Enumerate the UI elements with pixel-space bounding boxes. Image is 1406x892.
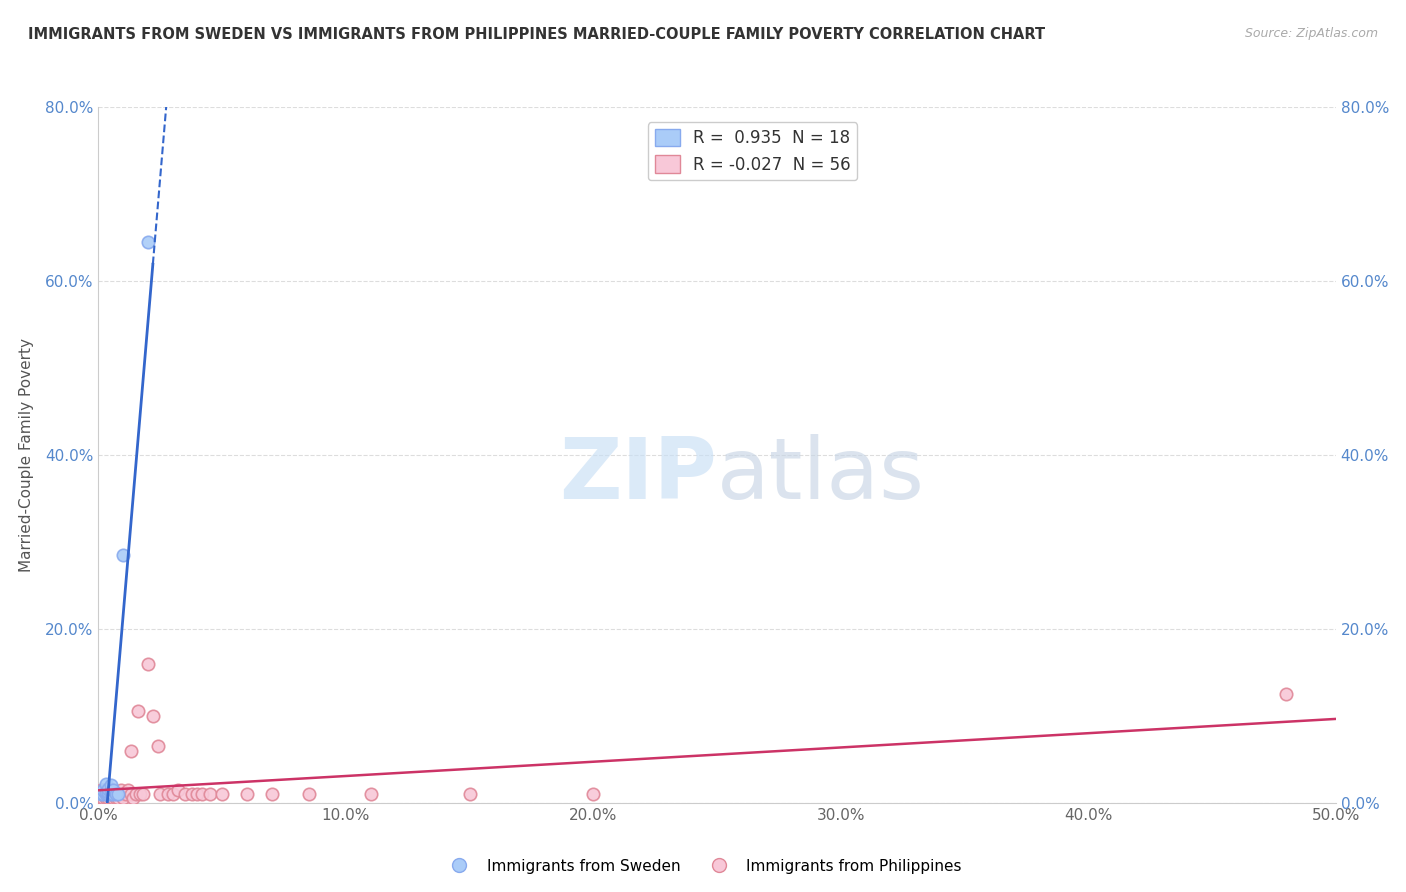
Point xyxy=(94,787,117,801)
Point xyxy=(122,791,145,805)
Point xyxy=(142,708,165,723)
Point xyxy=(97,787,120,801)
Legend: Immigrants from Sweden, Immigrants from Philippines: Immigrants from Sweden, Immigrants from … xyxy=(439,853,967,880)
Point xyxy=(100,778,122,792)
Point xyxy=(582,787,605,801)
Point xyxy=(90,787,112,801)
Point xyxy=(107,787,129,801)
Point xyxy=(94,787,117,801)
Point xyxy=(94,791,117,805)
Text: Source: ZipAtlas.com: Source: ZipAtlas.com xyxy=(1244,27,1378,40)
Point xyxy=(97,787,120,801)
Point xyxy=(236,787,259,801)
Point xyxy=(298,787,321,801)
Point xyxy=(93,787,115,801)
Point xyxy=(211,787,233,801)
Point xyxy=(103,787,125,801)
Point xyxy=(104,787,127,801)
Point xyxy=(90,787,112,801)
Point xyxy=(146,739,169,754)
Point xyxy=(93,787,115,801)
Point xyxy=(191,787,214,801)
Point xyxy=(110,787,132,801)
Y-axis label: Married-Couple Family Poverty: Married-Couple Family Poverty xyxy=(18,338,34,572)
Point xyxy=(104,791,127,805)
Point xyxy=(107,787,129,801)
Point xyxy=(104,787,127,801)
Point xyxy=(103,791,125,805)
Point xyxy=(117,782,139,797)
Point xyxy=(112,791,135,805)
Point xyxy=(112,787,135,801)
Point xyxy=(100,787,122,801)
Point xyxy=(114,787,136,801)
Point xyxy=(181,787,204,801)
Point xyxy=(124,787,146,801)
Point xyxy=(93,791,115,805)
Point xyxy=(112,548,135,562)
Point xyxy=(260,787,283,801)
Point xyxy=(186,787,208,801)
Text: ZIP: ZIP xyxy=(560,434,717,517)
Point xyxy=(97,782,120,797)
Text: IMMIGRANTS FROM SWEDEN VS IMMIGRANTS FROM PHILIPPINES MARRIED-COUPLE FAMILY POVE: IMMIGRANTS FROM SWEDEN VS IMMIGRANTS FRO… xyxy=(28,27,1045,42)
Point xyxy=(127,705,149,719)
Point xyxy=(132,787,155,801)
Point xyxy=(110,782,132,797)
Text: atlas: atlas xyxy=(717,434,925,517)
Point xyxy=(93,782,115,797)
Point xyxy=(100,784,122,798)
Point xyxy=(94,787,117,801)
Point xyxy=(156,787,179,801)
Point xyxy=(120,787,142,801)
Point xyxy=(97,781,120,796)
Point xyxy=(100,782,122,797)
Point xyxy=(174,787,197,801)
Point xyxy=(360,787,382,801)
Point xyxy=(103,787,125,801)
Point xyxy=(94,777,117,791)
Point xyxy=(120,744,142,758)
Point xyxy=(90,791,112,805)
Point xyxy=(107,791,129,805)
Point xyxy=(103,782,125,797)
Point xyxy=(100,791,122,805)
Point xyxy=(129,787,152,801)
Point xyxy=(162,787,184,801)
Point xyxy=(136,235,159,249)
Point xyxy=(198,787,221,801)
Point xyxy=(136,657,159,671)
Point xyxy=(93,782,115,797)
Point xyxy=(94,782,117,797)
Point xyxy=(97,785,120,799)
Point xyxy=(100,787,122,801)
Point xyxy=(458,787,481,801)
Point xyxy=(103,782,125,797)
Point xyxy=(166,782,188,797)
Point xyxy=(90,782,112,797)
Point xyxy=(1275,687,1298,701)
Point xyxy=(94,785,117,799)
Point xyxy=(149,787,172,801)
Legend: R =  0.935  N = 18, R = -0.027  N = 56: R = 0.935 N = 18, R = -0.027 N = 56 xyxy=(648,122,858,180)
Point xyxy=(97,791,120,805)
